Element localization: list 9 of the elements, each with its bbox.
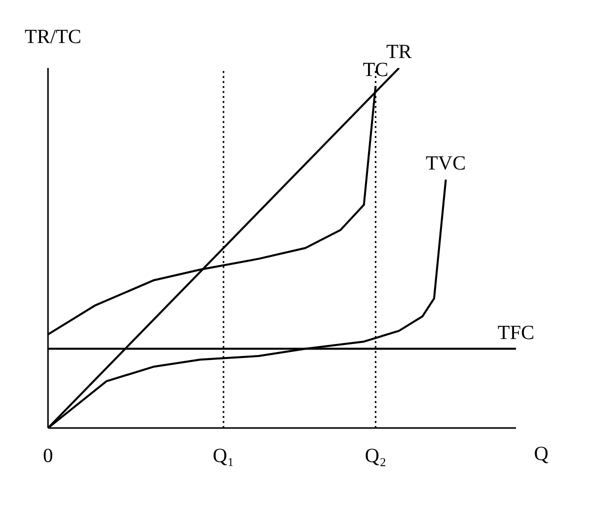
x-tick-label: 0 xyxy=(43,445,53,468)
series-label: TC xyxy=(362,59,388,81)
series-label: TFC xyxy=(498,322,534,344)
series-label: TR xyxy=(386,41,412,63)
x-tick-label: Q₂ xyxy=(364,445,386,468)
y-axis-title: TR/TC xyxy=(24,26,82,48)
series-label: TVC xyxy=(426,152,466,175)
x-tick-label: Q₁ xyxy=(212,445,234,468)
x-axis-title: Q xyxy=(534,443,549,466)
